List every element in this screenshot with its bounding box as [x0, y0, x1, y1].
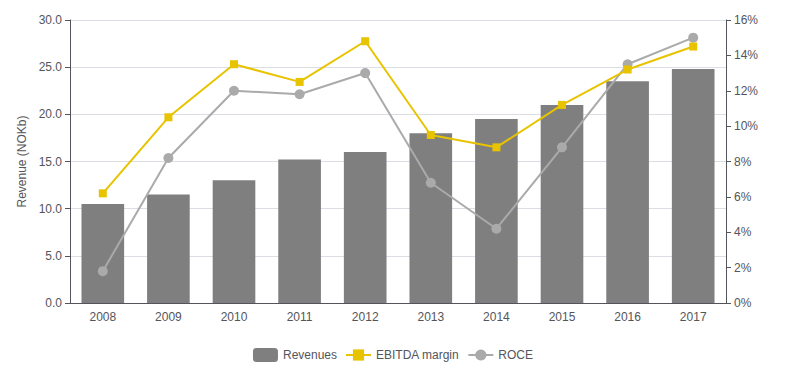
svg-text:14%: 14%	[734, 48, 758, 62]
svg-text:6%: 6%	[734, 190, 752, 204]
svg-text:2017: 2017	[680, 310, 707, 324]
svg-text:2%: 2%	[734, 261, 752, 275]
svg-text:30.0: 30.0	[39, 13, 63, 27]
svg-text:2009: 2009	[155, 310, 182, 324]
svg-text:10%: 10%	[734, 119, 758, 133]
svg-text:2012: 2012	[352, 310, 379, 324]
svg-text:25.0: 25.0	[39, 60, 63, 74]
svg-text:Revenues: Revenues	[283, 348, 337, 362]
svg-text:2014: 2014	[483, 310, 510, 324]
svg-text:2013: 2013	[417, 310, 444, 324]
svg-text:2015: 2015	[549, 310, 576, 324]
svg-text:2010: 2010	[221, 310, 248, 324]
svg-text:10.0: 10.0	[39, 202, 63, 216]
svg-text:EBITDA margin: EBITDA margin	[376, 348, 459, 362]
svg-text:8%: 8%	[734, 155, 752, 169]
svg-text:16%: 16%	[734, 13, 758, 27]
svg-text:0.0: 0.0	[45, 296, 62, 310]
svg-text:Revenue (NOKb): Revenue (NOKb)	[15, 115, 29, 207]
svg-text:4%: 4%	[734, 225, 752, 239]
svg-text:2008: 2008	[89, 310, 116, 324]
svg-text:12%: 12%	[734, 84, 758, 98]
svg-text:ROCE: ROCE	[498, 348, 533, 362]
svg-text:15.0: 15.0	[39, 155, 63, 169]
svg-text:20.0: 20.0	[39, 107, 63, 121]
svg-text:0%: 0%	[734, 296, 752, 310]
svg-text:2011: 2011	[287, 310, 313, 324]
svg-text:2016: 2016	[614, 310, 641, 324]
svg-text:5.0: 5.0	[45, 249, 62, 263]
